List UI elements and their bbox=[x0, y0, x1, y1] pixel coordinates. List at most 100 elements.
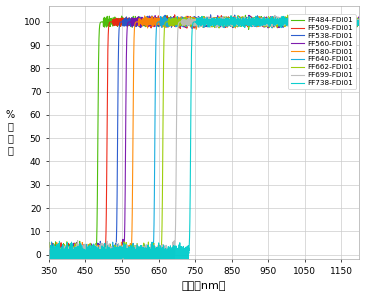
FF538-FDi01 bbox=[249, 21, 253, 25]
FF509-FDi01 bbox=[357, 16, 362, 20]
FF738-FDi01 bbox=[47, 248, 51, 252]
FF560-FDi01 bbox=[247, 14, 251, 17]
FF662-FDi01 bbox=[103, 257, 108, 261]
FF484-FDi01 bbox=[357, 22, 362, 26]
FF509-FDi01 bbox=[47, 257, 51, 261]
Line: FF738-FDi01: FF738-FDi01 bbox=[49, 15, 360, 259]
FF580-FDi01 bbox=[233, 22, 237, 26]
Line: FF640-FDi01: FF640-FDi01 bbox=[49, 16, 360, 259]
FF538-FDi01 bbox=[165, 20, 170, 23]
FF738-FDi01 bbox=[357, 19, 362, 23]
Line: FF699-FDi01: FF699-FDi01 bbox=[49, 15, 360, 259]
FF640-FDi01 bbox=[291, 14, 295, 18]
FF699-FDi01 bbox=[249, 21, 253, 25]
FF484-FDi01 bbox=[47, 251, 51, 255]
FF699-FDi01 bbox=[357, 18, 362, 21]
FF662-FDi01 bbox=[285, 13, 290, 17]
FF484-FDi01 bbox=[47, 257, 51, 261]
FF640-FDi01 bbox=[165, 19, 170, 22]
FF662-FDi01 bbox=[302, 20, 307, 23]
FF509-FDi01 bbox=[103, 247, 108, 251]
FF538-FDi01 bbox=[103, 256, 108, 259]
FF560-FDi01 bbox=[165, 21, 170, 24]
FF538-FDi01 bbox=[233, 19, 238, 22]
FF560-FDi01 bbox=[47, 257, 51, 261]
FF699-FDi01 bbox=[165, 254, 170, 258]
Line: FF662-FDi01: FF662-FDi01 bbox=[49, 15, 360, 259]
FF738-FDi01 bbox=[48, 257, 52, 261]
FF484-FDi01 bbox=[302, 20, 307, 24]
FF738-FDi01 bbox=[233, 21, 237, 25]
FF640-FDi01 bbox=[249, 19, 253, 23]
FF580-FDi01 bbox=[47, 257, 51, 261]
FF662-FDi01 bbox=[47, 249, 51, 253]
FF560-FDi01 bbox=[47, 247, 51, 251]
FF580-FDi01 bbox=[310, 13, 315, 17]
FF699-FDi01 bbox=[273, 14, 277, 17]
FF738-FDi01 bbox=[103, 250, 108, 253]
FF509-FDi01 bbox=[278, 19, 283, 23]
FF640-FDi01 bbox=[357, 18, 362, 22]
FF699-FDi01 bbox=[47, 251, 51, 255]
FF662-FDi01 bbox=[357, 18, 362, 21]
FF662-FDi01 bbox=[233, 21, 237, 25]
FF640-FDi01 bbox=[233, 18, 237, 22]
FF560-FDi01 bbox=[249, 20, 253, 23]
FF640-FDi01 bbox=[47, 257, 52, 261]
FF509-FDi01 bbox=[233, 21, 238, 24]
FF509-FDi01 bbox=[249, 19, 253, 23]
FF580-FDi01 bbox=[278, 17, 283, 20]
FF662-FDi01 bbox=[47, 257, 51, 261]
FF738-FDi01 bbox=[350, 14, 354, 17]
Line: FF509-FDi01: FF509-FDi01 bbox=[49, 15, 360, 259]
FF580-FDi01 bbox=[302, 17, 307, 20]
FF662-FDi01 bbox=[165, 20, 170, 24]
FF484-FDi01 bbox=[243, 13, 247, 17]
Legend: FF484-FDi01, FF509-FDi01, FF538-FDi01, FF560-FDi01, FF580-FDi01, FF640-FDi01, FF: FF484-FDi01, FF509-FDi01, FF538-FDi01, F… bbox=[288, 14, 356, 89]
Line: FF484-FDi01: FF484-FDi01 bbox=[49, 15, 360, 259]
FF738-FDi01 bbox=[249, 22, 253, 25]
FF538-FDi01 bbox=[278, 20, 283, 24]
FF699-FDi01 bbox=[233, 17, 237, 21]
FF509-FDi01 bbox=[173, 13, 177, 17]
FF580-FDi01 bbox=[103, 256, 108, 260]
FF580-FDi01 bbox=[357, 19, 362, 22]
FF484-FDi01 bbox=[233, 21, 237, 25]
Line: FF560-FDi01: FF560-FDi01 bbox=[49, 15, 360, 259]
FF580-FDi01 bbox=[249, 22, 253, 26]
FF484-FDi01 bbox=[249, 23, 253, 27]
FF738-FDi01 bbox=[302, 18, 307, 21]
FF640-FDi01 bbox=[47, 253, 51, 257]
FF484-FDi01 bbox=[165, 22, 170, 26]
FF640-FDi01 bbox=[103, 250, 108, 253]
Line: FF580-FDi01: FF580-FDi01 bbox=[49, 15, 360, 259]
FF509-FDi01 bbox=[165, 23, 170, 26]
FF640-FDi01 bbox=[302, 20, 307, 23]
FF560-FDi01 bbox=[278, 18, 283, 21]
FF699-FDi01 bbox=[278, 22, 283, 26]
FF699-FDi01 bbox=[302, 23, 307, 27]
FF560-FDi01 bbox=[302, 20, 307, 23]
FF662-FDi01 bbox=[249, 20, 253, 24]
FF484-FDi01 bbox=[103, 22, 108, 26]
FF484-FDi01 bbox=[278, 22, 283, 25]
FF560-FDi01 bbox=[103, 252, 108, 255]
FF538-FDi01 bbox=[357, 21, 362, 25]
X-axis label: 波长（nm）: 波长（nm） bbox=[182, 282, 226, 291]
FF738-FDi01 bbox=[165, 254, 170, 257]
FF538-FDi01 bbox=[302, 18, 307, 21]
FF560-FDi01 bbox=[357, 20, 362, 23]
Line: FF538-FDi01: FF538-FDi01 bbox=[49, 15, 360, 259]
FF560-FDi01 bbox=[233, 20, 237, 24]
FF580-FDi01 bbox=[47, 243, 51, 246]
FF538-FDi01 bbox=[47, 245, 51, 248]
FF640-FDi01 bbox=[278, 21, 283, 24]
FF699-FDi01 bbox=[48, 257, 52, 261]
FF699-FDi01 bbox=[103, 246, 108, 249]
Y-axis label: %
率
过
滤: % 率 过 滤 bbox=[5, 110, 15, 155]
FF738-FDi01 bbox=[278, 17, 283, 20]
FF509-FDi01 bbox=[302, 19, 307, 23]
FF580-FDi01 bbox=[165, 19, 170, 23]
FF662-FDi01 bbox=[278, 20, 283, 24]
FF509-FDi01 bbox=[47, 252, 51, 256]
